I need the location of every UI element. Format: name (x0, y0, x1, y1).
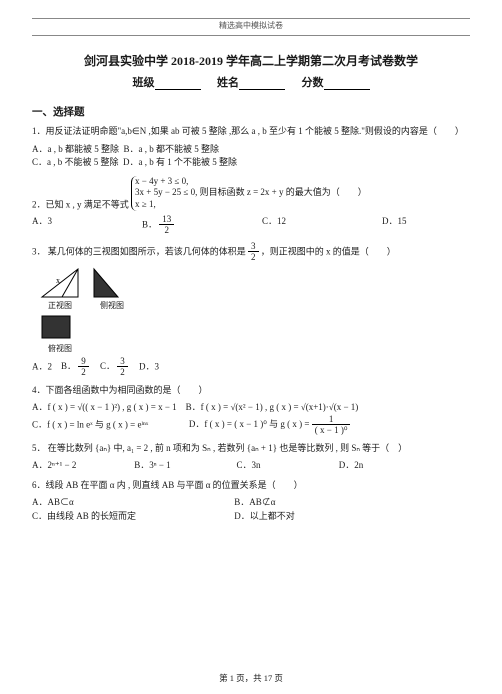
q6-C: C．由线段 AB 的长短而定 (32, 510, 232, 524)
q5-opts: A．2ⁿ⁺¹ − 2 B．3ⁿ − 1 C．3n D．2n (32, 459, 470, 473)
class-label: 班级 (133, 77, 155, 89)
q4-A: A．f ( x ) = √(( x − 1 )²) , g ( x ) = x … (32, 402, 177, 412)
q6-opts: A．AB⊂α B．AB⊄α C．由线段 AB 的长短而定 D．以上都不对 (32, 496, 470, 523)
top-view-caption: 俯视图 (40, 343, 80, 354)
q3-opts: A．2 B． 92 C． 32 D．3 (32, 357, 470, 378)
page-footer: 第 1 页，共 17 页 (0, 672, 502, 684)
q4-D-pre: D．f ( x ) = ( x − 1 )⁰ 与 g ( x ) = (189, 419, 312, 429)
q3-A: A．2 (32, 361, 52, 371)
q4-stem: 4．下面各组函数中为相同函数的是（ ） (32, 384, 470, 398)
q3-C-pre: C． (100, 361, 115, 371)
q2-B: B． 132 (142, 215, 262, 236)
q3-C-num: 3 (117, 357, 128, 367)
q2-sys1: x − 4y + 3 ≤ 0, (135, 176, 188, 186)
score-label: 分数 (302, 77, 324, 89)
name-blank (239, 78, 285, 90)
side-view: 侧视图 (92, 267, 132, 311)
q6-A: A．AB⊂α (32, 496, 232, 510)
q5-B: B．3ⁿ − 1 (134, 459, 234, 473)
blanks-row: 班级 姓名 分数 (32, 74, 470, 90)
class-blank (155, 78, 201, 90)
q6-D: D．以上都不对 (234, 511, 295, 521)
q5-D: D．2n (339, 459, 419, 473)
q1-C: C．a , b 不能被 5 整除 (32, 157, 119, 167)
top-view: 俯视图 (40, 314, 80, 354)
header-small: 精选高中模拟试卷 (32, 20, 470, 34)
q3-B-pre: B． (61, 361, 76, 371)
q4-B: B．f ( x ) = √(x² − 1) , g ( x ) = √(x+1)… (186, 402, 359, 412)
q2-stem-pre: 2．已知 x , y 满足不等式 (32, 199, 129, 209)
q4-C: C．f ( x ) = ln eˣ 与 g ( x ) = eˡⁿˣ (32, 419, 148, 429)
q2-A: A．3 (32, 215, 142, 236)
score-blank (324, 78, 370, 90)
q3-C-den: 2 (117, 367, 128, 378)
q3-stem: 3． 某几何体的三视图如图所示，若该几何体的体积是 32 ，则正视图中的 x 的… (32, 242, 470, 263)
front-view: x 正视图 (40, 267, 80, 311)
q3-B-den: 2 (78, 367, 89, 378)
q6-B: B．AB⊄α (234, 497, 275, 507)
q3-D: D．3 (139, 361, 159, 371)
q2-system: x − 4y + 3 ≤ 0, 3x + 5y − 25 ≤ 0, 则目标函数 … (131, 176, 367, 211)
q3-stem-pre: 3． 某几何体的三视图如图所示，若该几何体的体积是 (32, 247, 246, 257)
q4-D-num: 1 (312, 415, 351, 425)
section-heading: 一、选择题 (32, 104, 470, 119)
exam-title: 剑河县实验中学 2018-2019 学年高二上学期第二次月考试卷数学 (32, 52, 470, 69)
q3-vol-num: 3 (248, 242, 259, 252)
q4-D: D．f ( x ) = ( x − 1 )⁰ 与 g ( x ) = 1( x … (189, 419, 351, 429)
name-label: 姓名 (217, 77, 239, 89)
q5-stem: 5． 在等比数列 {aₙ} 中, a₁ = 2 , 前 n 项和为 Sₙ , 若… (32, 442, 470, 456)
q2-B-den: 2 (159, 225, 174, 236)
q3-C: C． 32 (100, 361, 130, 371)
q2-B-num: 13 (159, 215, 174, 225)
q6-stem: 6．线段 AB 在平面 α 内 , 则直线 AB 与平面 α 的位置关系是（ ） (32, 479, 470, 493)
q1-A: A．a , b 都能被 5 整除 (32, 144, 119, 154)
q2-B-pre: B． (142, 220, 157, 230)
q5-A: A．2ⁿ⁺¹ − 2 (32, 459, 132, 473)
q3-B: B． 92 (61, 361, 91, 371)
q2-sys2: 3x + 5y − 25 ≤ 0, 则目标函数 z = 2x + y 的最大值为… (135, 187, 367, 197)
q1-opts: A．a , b 都能被 5 整除 B．a , b 都不能被 5 整除 C．a ,… (32, 143, 470, 170)
q2-opts: A．3 B． 132 C．12 D．15 (32, 215, 470, 236)
q2-C: C．12 (262, 215, 382, 236)
three-views-row1: x 正视图 侧视图 (40, 267, 470, 311)
front-view-caption: 正视图 (40, 300, 80, 311)
q4-D-den: ( x − 1 )⁰ (312, 425, 351, 436)
q5-C: C．3n (237, 459, 337, 473)
q2-stem: 2．已知 x , y 满足不等式 x − 4y + 3 ≤ 0, 3x + 5y… (32, 176, 470, 212)
q2-sys3: x ≥ 1, (135, 199, 156, 209)
side-view-caption: 侧视图 (92, 300, 132, 311)
three-views-row2: 俯视图 (40, 314, 470, 354)
q3-stem-post: ，则正视图中的 x 的值是（ ） (261, 247, 396, 257)
q4-opts: A．f ( x ) = √(( x − 1 )²) , g ( x ) = x … (32, 401, 470, 435)
q1-D: D．a , b 有 1 个不能被 5 整除 (123, 157, 237, 167)
q3-B-num: 9 (78, 357, 89, 367)
q1-B: B．a , b 都不能被 5 整除 (124, 144, 220, 154)
q2-D: D．15 (382, 215, 442, 236)
q3-vol-den: 2 (248, 252, 259, 263)
svg-text:x: x (56, 276, 60, 285)
q1-stem: 1．用反证法证明命题"a,b∈N ,如果 ab 可被 5 整除 ,那么 a , … (32, 125, 470, 139)
